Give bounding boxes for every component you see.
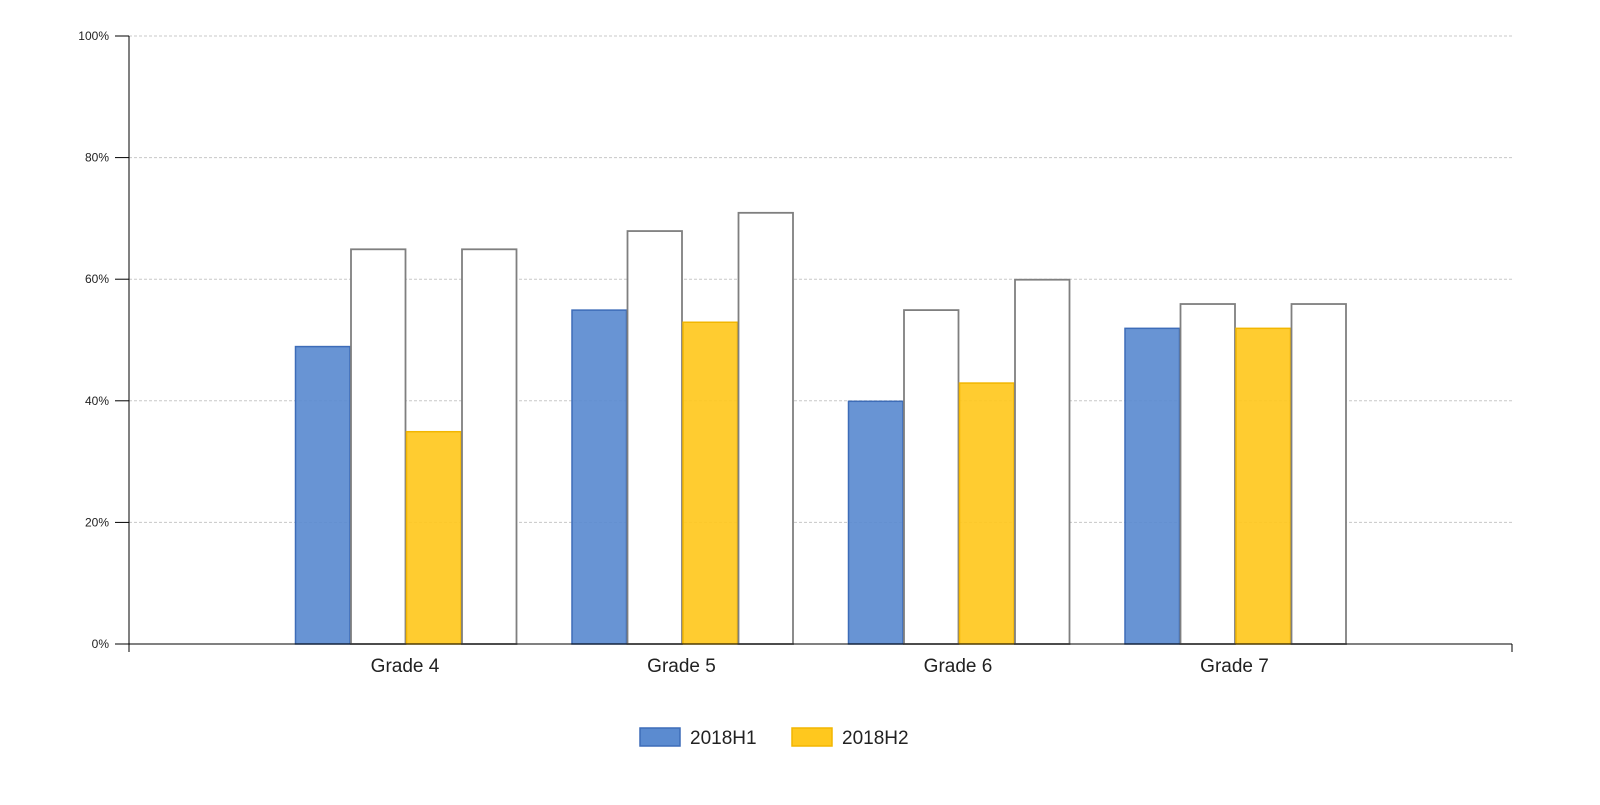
bar-2018h2-grade-5 <box>682 321 739 645</box>
axes <box>128 36 1513 652</box>
y-tick-label: 0% <box>92 637 110 651</box>
bar-outline-grade-6 <box>903 309 960 645</box>
legend-swatch <box>791 727 833 747</box>
x-tick-label: Grade 7 <box>1200 656 1269 677</box>
bar-2018h1-grade-6 <box>847 400 904 645</box>
bar-outline-grade-4 <box>461 248 518 645</box>
bar-outline-grade-4 <box>350 248 407 645</box>
bar-2018h1-grade-5 <box>571 309 628 645</box>
bar-outline-grade-7 <box>1290 303 1347 645</box>
bar-2018h1-grade-4 <box>294 345 351 645</box>
x-axis-ticks: Grade 4 Grade 5 Grade 6 Grade 7 <box>371 656 1269 677</box>
legend: 2018H1 2018H2 <box>639 727 909 749</box>
y-tick-label: 60% <box>85 272 109 286</box>
y-tick-label: 100% <box>78 29 109 43</box>
x-tick-label: Grade 4 <box>371 656 440 677</box>
y-tick-label: 40% <box>85 394 109 408</box>
legend-label: 2018H1 <box>690 728 757 749</box>
bar-outline-grade-5 <box>626 230 683 645</box>
bar-2018h2-grade-6 <box>958 382 1015 645</box>
x-tick-label: Grade 6 <box>924 656 993 677</box>
bar-outline-grade-6 <box>1014 278 1071 645</box>
y-tick-label: 80% <box>85 151 109 165</box>
bars <box>294 211 1347 645</box>
bar-outline-grade-7 <box>1179 303 1236 645</box>
bar-outline-grade-5 <box>737 211 794 645</box>
legend-swatch <box>639 727 681 747</box>
y-axis-ticks: 0% 20% 40% 60% 80% 100% <box>78 29 129 651</box>
bar-2018h2-grade-7 <box>1235 327 1292 645</box>
y-tick-label: 20% <box>85 515 109 529</box>
legend-label: 2018H2 <box>842 728 909 749</box>
bar-2018h1-grade-7 <box>1124 327 1181 645</box>
bar-2018h2-grade-4 <box>405 430 462 645</box>
x-tick-label: Grade 5 <box>647 656 716 677</box>
